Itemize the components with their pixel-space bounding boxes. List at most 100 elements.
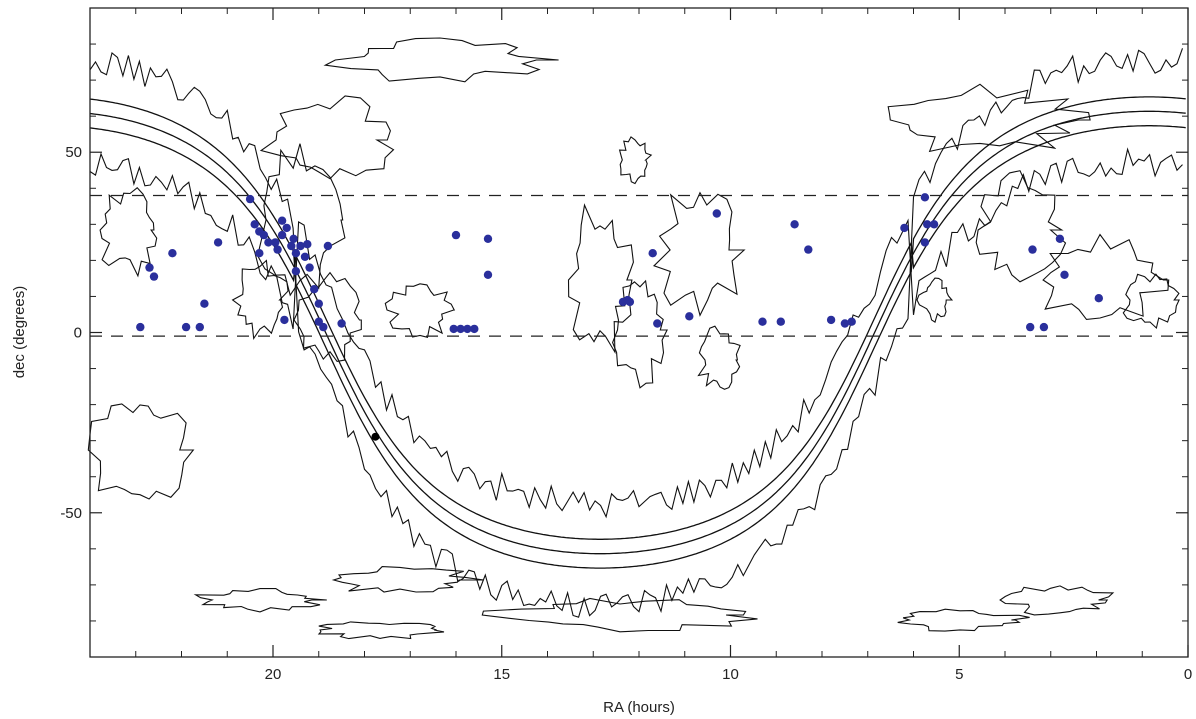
contour-patch-7: [1122, 273, 1180, 330]
contour-patch-10: [618, 136, 653, 185]
source-point: [847, 317, 856, 326]
source-point: [483, 270, 493, 279]
x-tick-label: 20: [265, 666, 282, 683]
source-point: [282, 223, 291, 233]
contour-patch-6: [1042, 233, 1170, 320]
source-point: [168, 249, 177, 258]
coverage-contour-1: [89, 48, 1184, 618]
contour-patch-20: [897, 608, 1030, 632]
source-point: [255, 249, 264, 258]
x-tick-label: 10: [722, 666, 739, 683]
galactic-plane-line-0: [89, 110, 1186, 555]
source-point: [712, 209, 721, 218]
galactic-center-marker-group: [371, 432, 380, 441]
source-point: [648, 249, 657, 258]
source-point: [625, 297, 635, 307]
contour-patch-12: [975, 170, 1067, 283]
source-point: [900, 223, 909, 233]
contour-patch-13: [259, 95, 395, 180]
source-point: [149, 272, 159, 281]
source-point: [245, 194, 255, 204]
source-point: [1039, 322, 1049, 332]
source-point: [303, 240, 312, 249]
source-point: [289, 234, 298, 243]
source-point: [920, 238, 930, 247]
source-point: [920, 193, 930, 202]
x-axis-label: RA (hours): [603, 699, 675, 716]
source-point: [929, 220, 939, 229]
source-point: [776, 317, 785, 326]
contour-patch-21: [999, 585, 1115, 616]
source-point: [826, 315, 836, 325]
source-point: [1060, 270, 1069, 279]
source-point: [200, 299, 209, 308]
declination-reference-lines: [90, 194, 1188, 337]
source-point: [280, 315, 289, 325]
source-point: [923, 220, 932, 229]
source-point: [483, 234, 493, 243]
source-point: [213, 238, 223, 247]
plot-background: [90, 8, 1188, 657]
galactic-center-marker: [371, 432, 380, 441]
source-point: [323, 241, 333, 251]
contour-patch-17: [193, 587, 327, 613]
y-tick-label: 50: [65, 144, 82, 161]
source-point: [456, 324, 465, 334]
sky-coverage-contours: [87, 37, 1184, 640]
x-tick-label: 5: [955, 666, 963, 683]
source-point: [1026, 322, 1035, 332]
source-point: [314, 299, 323, 308]
contour-patch-11: [916, 277, 954, 323]
coverage-contour-0: [89, 147, 1183, 519]
contour-patch-5: [384, 283, 456, 338]
source-point: [287, 241, 296, 251]
contour-patch-3: [612, 279, 668, 389]
y-axis-label: dec (degrees): [11, 286, 28, 379]
source-point: [305, 263, 314, 272]
source-point: [181, 322, 191, 332]
source-point: [277, 216, 287, 225]
source-point: [790, 220, 799, 229]
source-point: [1055, 234, 1065, 243]
x-tick-label: 0: [1184, 666, 1192, 683]
source-point: [840, 319, 850, 328]
source-point: [804, 245, 813, 254]
source-point: [653, 319, 662, 328]
source-point: [337, 319, 346, 328]
source-point: [277, 230, 287, 240]
source-point: [319, 322, 328, 332]
contour-patch-22: [323, 37, 559, 83]
source-point: [259, 230, 269, 240]
contour-patch-4: [652, 191, 746, 317]
source-point: [685, 312, 694, 321]
contour-patch-19: [317, 621, 445, 640]
source-point: [271, 238, 280, 247]
contour-patch-8: [87, 403, 195, 500]
source-points: [136, 193, 1104, 334]
source-point: [463, 324, 472, 334]
source-point: [449, 324, 458, 334]
contour-patch-15: [231, 259, 289, 340]
contour-patch-18: [481, 597, 758, 633]
source-point: [296, 241, 305, 251]
source-point: [300, 252, 310, 261]
contour-patch-14: [697, 325, 741, 390]
source-point: [1094, 294, 1104, 303]
source-point: [250, 220, 259, 229]
contour-patch-16: [331, 566, 484, 593]
source-point: [291, 249, 301, 258]
contour-patch-0: [257, 143, 346, 297]
source-point: [451, 230, 461, 240]
contour-patch-9: [99, 187, 158, 278]
source-point: [273, 245, 282, 254]
source-point: [1028, 245, 1037, 254]
source-point: [310, 285, 319, 294]
y-tick-label: -50: [60, 505, 82, 522]
source-point: [195, 322, 204, 332]
source-point: [264, 238, 273, 247]
source-point: [145, 263, 154, 272]
source-point: [758, 317, 767, 326]
source-point: [291, 267, 301, 276]
contour-patch-23: [887, 83, 1091, 153]
